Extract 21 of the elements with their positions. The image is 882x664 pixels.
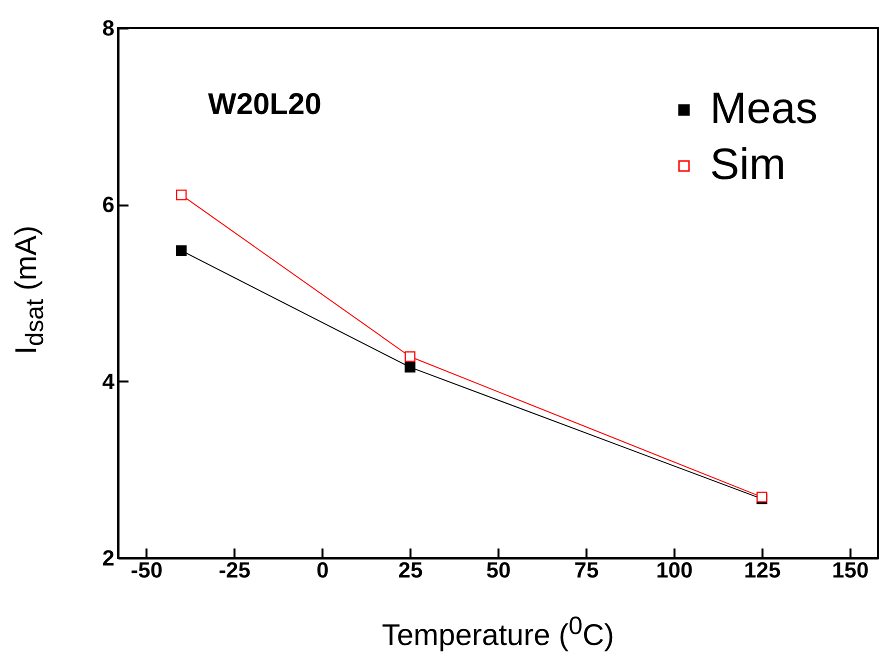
legend-label: Sim bbox=[710, 140, 786, 189]
x-tick-label: -25 bbox=[218, 558, 251, 582]
x-tick-label: 125 bbox=[744, 558, 781, 582]
x-tick-label: 100 bbox=[656, 558, 693, 582]
x-tick-label: 50 bbox=[486, 558, 511, 582]
point bbox=[404, 362, 416, 373]
x-tick-label: -50 bbox=[130, 558, 163, 582]
x-tick-label: 25 bbox=[398, 558, 423, 582]
point bbox=[404, 351, 416, 362]
y-tick-label: 2 bbox=[102, 546, 114, 570]
annotation: W20L20 bbox=[208, 88, 322, 122]
x-tick-label: 75 bbox=[574, 558, 599, 582]
legend-label: Meas bbox=[710, 84, 818, 133]
point bbox=[176, 245, 187, 256]
x-tick-label: 0 bbox=[316, 558, 329, 582]
point bbox=[176, 190, 187, 200]
y-tick-label: 8 bbox=[102, 16, 114, 40]
y-tick-label: 4 bbox=[102, 368, 116, 394]
x-tick-label: 150 bbox=[832, 558, 869, 582]
y-tick-label: 6 bbox=[102, 192, 114, 218]
x-axis-title: Temperature ($^{0}$C) bbox=[380, 612, 616, 653]
